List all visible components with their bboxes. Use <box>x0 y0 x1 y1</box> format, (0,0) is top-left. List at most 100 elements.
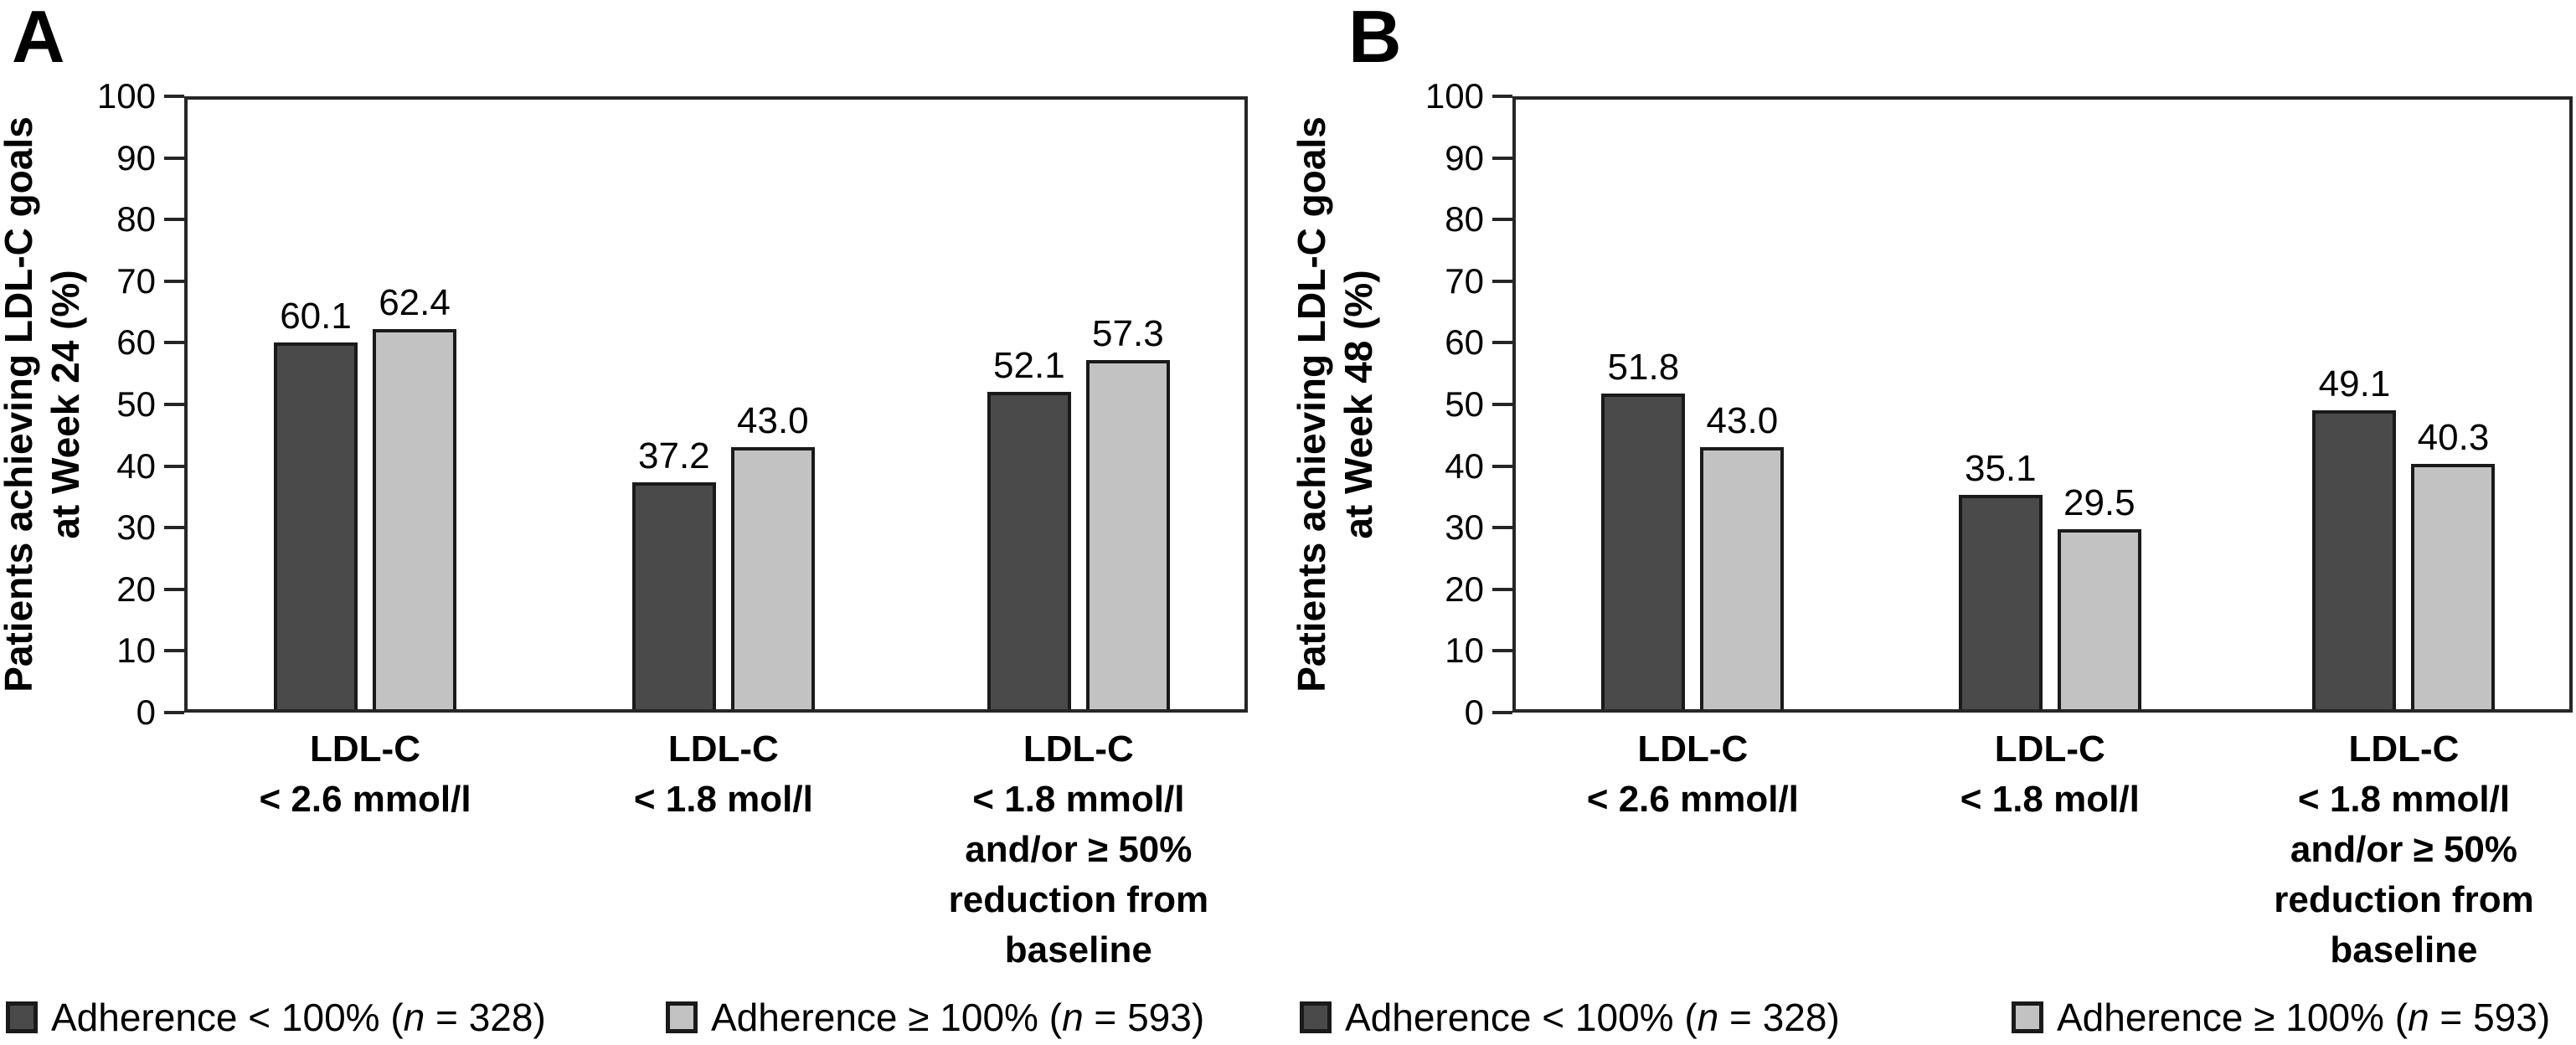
panel-b-group-3: 49.1 40.3 <box>2312 100 2496 709</box>
y-tick: 40 <box>85 446 184 486</box>
legend-swatch-dark <box>6 1001 38 1033</box>
y-tick-label: 100 <box>1425 76 1484 116</box>
y-tick: 80 <box>1414 199 1512 239</box>
bar-value-label: 40.3 <box>2417 416 2490 458</box>
y-tick: 0 <box>1414 692 1512 733</box>
y-tick-label: 80 <box>116 199 156 239</box>
panel-b-category-2: LDL-C < 1.8 mol/l <box>1960 724 2140 825</box>
y-tick: 10 <box>85 631 184 671</box>
legend-label: Adherence < 100% (n = 328) <box>51 996 546 1039</box>
category-line: < 1.8 mmol/l <box>2297 779 2511 820</box>
panel-a-group-3: 52.1 57.3 <box>987 100 1170 709</box>
bar-value-label: 35.1 <box>1964 448 2037 490</box>
y-tick: 60 <box>85 322 184 363</box>
y-tick-label: 10 <box>1445 631 1484 671</box>
legend-item-adherence-ge100-b: Adherence ≥ 100% (n = 593) <box>2012 990 2550 1045</box>
bar-value-label: 57.3 <box>1092 312 1164 354</box>
category-line: < 1.8 mol/l <box>1960 779 2140 820</box>
y-tick-mark <box>1492 649 1512 653</box>
y-tick: 20 <box>85 569 184 610</box>
category-line: and/or ≥ 50% <box>965 829 1193 870</box>
category-line: reduction from <box>2274 879 2534 920</box>
bar-b2-adherence-lt100: 35.1 <box>1958 448 2043 709</box>
panel-a-y-axis-title: Patients achieving LDL-C goals at Week 2… <box>0 96 87 713</box>
category-line: baseline <box>1004 929 1152 970</box>
bar-b3-adherence-ge100: 40.3 <box>2411 417 2496 709</box>
legend-swatch-light <box>666 1001 698 1033</box>
y-tick-mark <box>164 526 184 530</box>
y-tick-mark <box>1492 279 1512 283</box>
y-tick: 60 <box>1414 322 1512 363</box>
panel-a-category-1: LDL-C < 2.6 mmol/l <box>259 724 471 825</box>
legend-swatch-dark <box>1300 1001 1332 1033</box>
y-tick-mark <box>1492 526 1512 530</box>
category-line: < 2.6 mmol/l <box>259 779 471 820</box>
bar-a1-adherence-lt100: 60.1 <box>274 296 358 709</box>
y-tick-label: 90 <box>116 137 156 178</box>
y-tick-mark <box>164 279 184 283</box>
legend-item-adherence-ge100-a: Adherence ≥ 100% (n = 593) <box>666 990 1204 1045</box>
y-tick-label: 60 <box>1445 322 1484 363</box>
y-tick-label: 100 <box>96 76 156 116</box>
y-tick-label: 30 <box>116 507 156 548</box>
panel-b-letter: B <box>1348 0 1402 78</box>
legend-swatch-light <box>2012 1001 2043 1033</box>
bar-value-label: 49.1 <box>2318 363 2391 404</box>
bar-a2-adherence-ge100: 43.0 <box>730 400 815 709</box>
bar-value-label: 51.8 <box>1607 346 1680 388</box>
y-tick-label: 50 <box>116 384 156 424</box>
category-line: < 1.8 mol/l <box>633 779 813 820</box>
category-line: LDL-C <box>1023 728 1134 770</box>
y-tick-label: 80 <box>1445 199 1484 239</box>
legend-item-adherence-lt100-b: Adherence < 100% (n = 328) <box>1300 990 1840 1045</box>
y-tick-label: 50 <box>1445 384 1484 424</box>
y-tick-label: 0 <box>1464 692 1484 732</box>
category-line: baseline <box>2330 929 2478 970</box>
y-tick-label: 70 <box>116 260 156 301</box>
y-title-line: Patients achieving LDL-C goals <box>1290 116 1333 692</box>
category-line: reduction from <box>948 879 1209 920</box>
y-tick: 50 <box>1414 384 1512 425</box>
bar-value-label: 43.0 <box>737 399 809 441</box>
bar-b1-adherence-ge100: 43.0 <box>1700 400 1785 709</box>
y-tick: 90 <box>1414 138 1512 178</box>
panel-b-group-2: 35.1 29.5 <box>1958 100 2141 709</box>
legend-label: Adherence < 100% (n = 328) <box>1345 996 1840 1039</box>
panel-b-category-3: LDL-C < 1.8 mmol/l and/or ≥ 50% reductio… <box>2274 724 2533 976</box>
y-tick-label: 60 <box>116 322 156 363</box>
y-tick-label: 20 <box>1445 569 1484 609</box>
category-line: LDL-C <box>310 728 420 770</box>
legend-label: Adherence ≥ 100% (n = 593) <box>2057 996 2551 1039</box>
panel-b-y-axis: 100 90 80 70 60 50 40 30 20 10 0 <box>1382 76 1512 732</box>
y-tick-mark <box>1492 587 1512 591</box>
y-tick: 80 <box>85 199 184 239</box>
bar-a2-adherence-lt100: 37.2 <box>631 435 716 709</box>
bar-b2-adherence-ge100: 29.5 <box>2057 482 2141 709</box>
panel-a: A Patients achieving LDL-C goals at Week… <box>0 0 1288 971</box>
category-line: < 2.6 mmol/l <box>1586 779 1799 820</box>
panel-a-group-2: 37.2 43.0 <box>631 100 815 709</box>
legend: Adherence < 100% (n = 328) Adherence ≥ 1… <box>0 990 2576 1045</box>
y-tick: 40 <box>1414 446 1512 486</box>
panel-a-y-axis: 100 90 80 70 60 50 40 30 20 10 0 <box>84 76 184 732</box>
bar-value-label: 43.0 <box>1706 399 1779 441</box>
panel-b-plot-area: 51.8 43.0 35.1 29.5 49.1 40.3 LDL-C < 2.… <box>1512 96 2573 970</box>
bar-a3-adherence-lt100: 52.1 <box>987 345 1071 709</box>
panel-a-letter: A <box>12 0 65 78</box>
y-tick-mark <box>1492 218 1512 222</box>
y-tick-mark <box>1492 341 1512 345</box>
y-tick-label: 0 <box>136 692 156 732</box>
y-tick-mark <box>1492 156 1512 160</box>
bar-a1-adherence-ge100: 62.4 <box>373 282 457 709</box>
y-tick: 70 <box>85 261 184 301</box>
y-tick-mark <box>164 218 184 222</box>
y-tick-label: 90 <box>1445 137 1484 178</box>
y-title-line: Patients achieving LDL-C goals <box>0 116 40 692</box>
panel-b-group-1: 51.8 43.0 <box>1601 100 1785 709</box>
y-tick-mark <box>164 711 184 714</box>
bar-value-label: 37.2 <box>638 435 710 477</box>
y-tick-mark <box>1492 464 1512 468</box>
panel-a-group-1: 60.1 62.4 <box>274 100 457 709</box>
y-tick-mark <box>164 156 184 160</box>
